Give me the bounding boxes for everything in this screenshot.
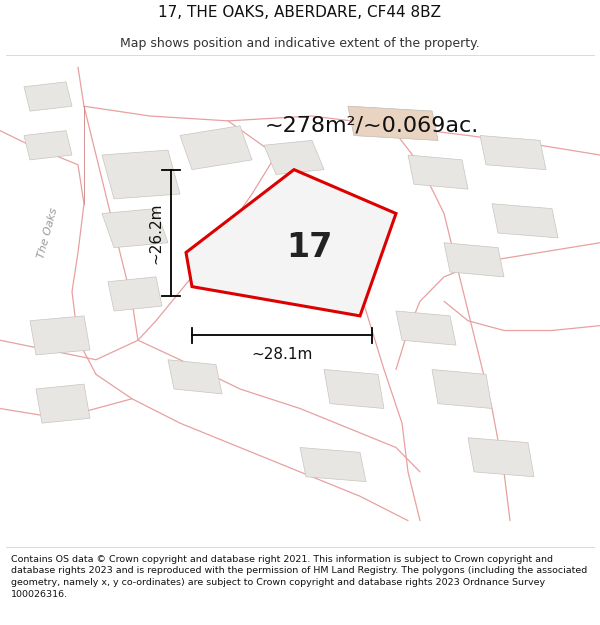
- Polygon shape: [348, 106, 438, 141]
- Polygon shape: [168, 360, 222, 394]
- Polygon shape: [36, 384, 90, 423]
- Text: 17: 17: [286, 231, 333, 264]
- Text: ~278m²/~0.069ac.: ~278m²/~0.069ac.: [265, 116, 479, 136]
- Polygon shape: [468, 438, 534, 477]
- Text: Map shows position and indicative extent of the property.: Map shows position and indicative extent…: [120, 37, 480, 49]
- Polygon shape: [108, 277, 162, 311]
- Polygon shape: [264, 141, 324, 174]
- Polygon shape: [324, 369, 384, 409]
- Polygon shape: [24, 82, 72, 111]
- Polygon shape: [444, 242, 504, 277]
- Text: 17, THE OAKS, ABERDARE, CF44 8BZ: 17, THE OAKS, ABERDARE, CF44 8BZ: [158, 5, 442, 20]
- Polygon shape: [432, 369, 492, 409]
- Polygon shape: [102, 150, 180, 199]
- Text: ~26.2m: ~26.2m: [149, 202, 163, 264]
- Polygon shape: [492, 204, 558, 238]
- Text: ~28.1m: ~28.1m: [251, 348, 313, 362]
- Polygon shape: [300, 448, 366, 482]
- Text: Contains OS data © Crown copyright and database right 2021. This information is : Contains OS data © Crown copyright and d…: [11, 554, 587, 599]
- Polygon shape: [180, 126, 252, 169]
- Polygon shape: [348, 106, 438, 141]
- Polygon shape: [102, 209, 168, 248]
- Polygon shape: [30, 316, 90, 355]
- Polygon shape: [408, 155, 468, 189]
- Polygon shape: [480, 136, 546, 169]
- Text: The Oaks: The Oaks: [37, 207, 59, 259]
- Polygon shape: [396, 311, 456, 345]
- Polygon shape: [186, 169, 396, 316]
- Polygon shape: [24, 131, 72, 160]
